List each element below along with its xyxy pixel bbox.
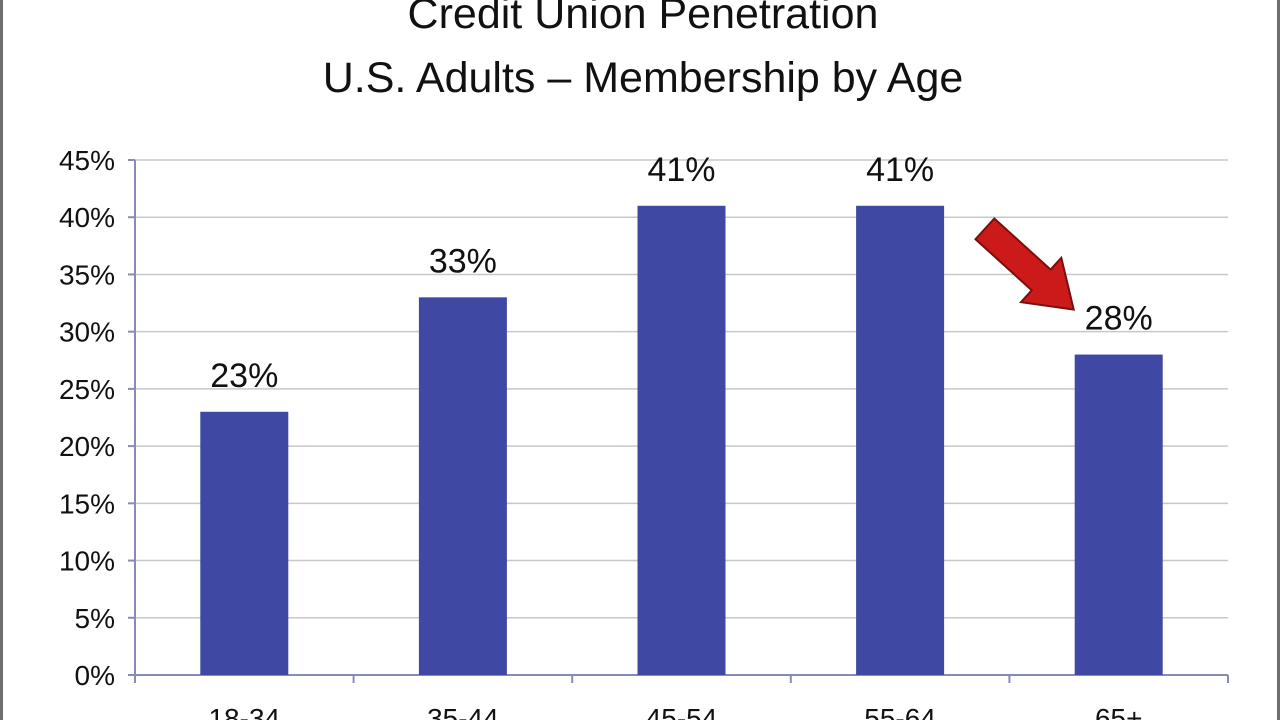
data-label: 28% (1085, 300, 1153, 338)
y-axis-ticks: 0% 5% 10% 15% 20% 25% 30% 35% 40% 45% (59, 145, 135, 691)
y-tick-label: 10% (59, 546, 115, 577)
bar (418, 297, 507, 675)
bar (200, 411, 289, 675)
x-category-label: 18-34 (208, 703, 280, 720)
x-category-label: 65+ (1095, 703, 1143, 720)
bar (637, 205, 726, 675)
y-tick-label: 15% (59, 488, 115, 519)
bar (1074, 354, 1163, 675)
y-tick-label: 25% (59, 374, 115, 405)
data-labels: 23% 33% 41% 41% 28% (210, 151, 1152, 395)
y-tick-label: 40% (59, 202, 115, 233)
data-label: 41% (866, 151, 934, 189)
x-axis-categories: 18-34 35-44 45-54 55-64 65+ (208, 703, 1142, 720)
bar (856, 205, 945, 675)
data-label: 33% (429, 242, 497, 280)
x-category-label: 35-44 (427, 703, 499, 720)
annotations (974, 217, 1076, 311)
chart-title: Credit Union Penetration (408, 0, 879, 38)
y-tick-label: 20% (59, 431, 115, 462)
chart-subtitle: U.S. Adults – Membership by Age (323, 54, 964, 102)
data-label: 23% (210, 357, 278, 395)
y-tick-label: 5% (75, 603, 115, 634)
x-category-label: 45-54 (646, 703, 718, 720)
y-tick-label: 30% (59, 317, 115, 348)
red-arrow-annotation (974, 217, 1076, 311)
x-category-label: 55-64 (864, 703, 936, 720)
bars (200, 205, 1163, 675)
y-tick-label: 45% (59, 145, 115, 176)
bar-chart: Credit Union Penetration U.S. Adults – M… (59, 0, 1229, 720)
y-tick-label: 35% (59, 259, 115, 290)
data-label: 41% (647, 151, 715, 189)
y-tick-label: 0% (75, 660, 115, 691)
